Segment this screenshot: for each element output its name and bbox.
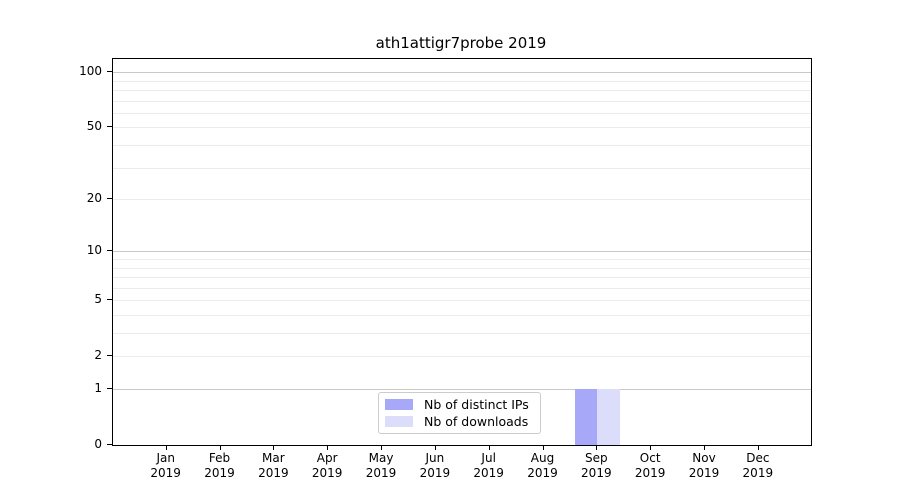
y-gridline xyxy=(113,199,811,201)
x-tick-label: May 2019 xyxy=(349,451,413,481)
x-tick-mark xyxy=(327,445,329,450)
y-gridline-minor xyxy=(113,277,811,279)
x-tick-label: Jun 2019 xyxy=(403,451,467,481)
x-tick-mark xyxy=(704,445,705,450)
y-gridline-minor xyxy=(113,80,811,82)
legend: Nb of distinct IPs Nb of downloads xyxy=(378,392,541,434)
y-gridline xyxy=(113,300,811,302)
y-tick-label: 1 xyxy=(94,381,102,396)
x-tick-month: Sep xyxy=(585,451,608,465)
y-gridline-minor xyxy=(113,100,811,102)
y-tick-label: 5 xyxy=(94,292,102,307)
y-gridline xyxy=(113,72,811,74)
x-tick-month: Mar xyxy=(262,451,285,465)
x-tick-month: May xyxy=(368,451,394,465)
x-tick-year: 2019 xyxy=(258,466,289,480)
y-gridline xyxy=(113,356,811,358)
x-tick-month: Jan xyxy=(156,451,175,465)
x-tick-month: Jul xyxy=(481,451,496,465)
y-gridline xyxy=(113,127,811,129)
x-tick-mark xyxy=(757,445,759,450)
y-gridline-minor xyxy=(113,287,811,289)
y-gridline-minor xyxy=(113,333,811,335)
legend-swatch xyxy=(385,398,413,410)
y-tick-mark xyxy=(107,444,112,445)
chart-title: ath1attigr7probe 2019 xyxy=(375,34,547,52)
x-tick-year: 2019 xyxy=(634,466,666,480)
y-tick-label: 100 xyxy=(79,64,102,79)
x-tick-mark xyxy=(650,445,652,450)
x-tick-label: Jul 2019 xyxy=(457,451,521,481)
x-tick-year: 2019 xyxy=(473,466,504,480)
y-gridline-minor xyxy=(113,315,811,316)
x-tick-mark xyxy=(596,445,598,450)
x-tick-label: Oct 2019 xyxy=(618,451,682,481)
x-tick-label: Nov 2019 xyxy=(672,451,736,481)
x-tick-month: Feb xyxy=(208,451,231,465)
y-tick-mark xyxy=(107,388,112,390)
y-tick-mark xyxy=(107,299,112,301)
y-tick-label: 20 xyxy=(86,191,102,206)
y-tick-mark xyxy=(107,198,112,200)
x-tick-label: Sep 2019 xyxy=(564,451,628,481)
y-gridline-minor xyxy=(113,90,811,92)
x-tick-mark xyxy=(434,445,436,450)
y-tick-mark xyxy=(107,126,112,128)
x-tick-month: Jun xyxy=(425,451,445,465)
x-tick-mark xyxy=(542,445,544,450)
y-tick-label: 50 xyxy=(86,119,102,134)
x-tick-mark xyxy=(381,445,383,450)
legend-swatch xyxy=(385,416,413,428)
y-gridline-minor xyxy=(113,267,811,269)
x-tick-year: 2019 xyxy=(688,466,720,480)
x-tick-year: 2019 xyxy=(150,466,181,480)
x-tick-label: Dec 2019 xyxy=(726,451,790,481)
y-gridline-minor xyxy=(113,145,811,147)
y-tick-label: 2 xyxy=(94,348,102,363)
legend-item: Nb of distinct IPs xyxy=(385,397,534,412)
x-tick-month: Oct xyxy=(639,451,661,465)
x-tick-label: Mar 2019 xyxy=(241,451,305,481)
x-tick-mark xyxy=(273,445,275,450)
y-gridline xyxy=(113,389,811,391)
plot-area xyxy=(112,58,812,446)
x-tick-label: Aug 2019 xyxy=(511,451,575,481)
y-gridline-minor xyxy=(113,167,811,169)
x-tick-year: 2019 xyxy=(581,466,612,480)
x-tick-year: 2019 xyxy=(311,466,343,480)
x-tick-month: Nov xyxy=(692,451,716,465)
bar-nb-of-downloads xyxy=(597,389,620,445)
legend-label: Nb of downloads xyxy=(424,414,529,430)
x-tick-mark xyxy=(219,445,221,450)
x-tick-month: Apr xyxy=(316,451,338,465)
x-tick-label: Jan 2019 xyxy=(134,451,198,481)
y-tick-mark xyxy=(107,71,112,73)
x-tick-mark xyxy=(488,445,490,450)
x-tick-year: 2019 xyxy=(204,466,235,480)
y-tick-mark xyxy=(107,355,112,357)
x-tick-month: Aug xyxy=(530,451,555,465)
x-tick-month: Dec xyxy=(746,451,770,465)
bar-nb-of-distinct-ips xyxy=(574,389,598,445)
y-gridline-minor xyxy=(113,112,811,114)
y-gridline xyxy=(113,251,811,253)
y-tick-label: 0 xyxy=(94,437,102,451)
x-tick-label: Apr 2019 xyxy=(295,451,359,481)
x-tick-year: 2019 xyxy=(742,466,774,480)
x-tick-mark xyxy=(165,445,167,450)
legend-label: Nb of distinct IPs xyxy=(424,396,529,412)
x-tick-year: 2019 xyxy=(419,466,451,480)
legend-item: Nb of downloads xyxy=(385,414,534,429)
x-tick-year: 2019 xyxy=(365,466,397,480)
y-tick-label: 10 xyxy=(86,243,102,258)
y-gridline-minor xyxy=(113,259,811,261)
x-tick-year: 2019 xyxy=(527,466,558,480)
x-tick-label: Feb 2019 xyxy=(188,451,252,481)
y-tick-mark xyxy=(107,250,112,252)
